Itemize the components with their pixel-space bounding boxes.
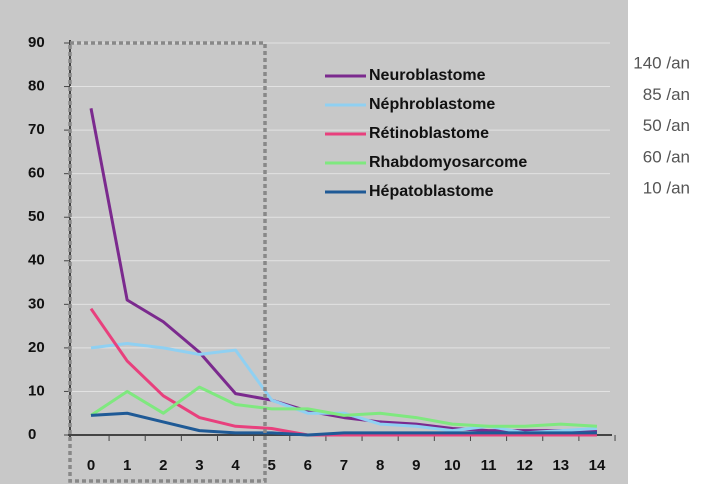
x-tick-label: 7: [340, 457, 348, 474]
y-tick-label: 70: [28, 121, 45, 138]
x-tick-label: 8: [376, 457, 384, 474]
legend-label: Neuroblastome: [369, 67, 486, 84]
x-tick-label: 1: [123, 457, 131, 474]
x-tick-label: 12: [516, 457, 533, 474]
x-tick-label: 4: [231, 457, 240, 474]
annotation: 50 /an: [643, 116, 690, 135]
legend-label: Hépatoblastome: [369, 183, 494, 200]
legend-label: Néphroblastome: [369, 96, 495, 113]
x-tick-label: 9: [412, 457, 420, 474]
legend-label: Rhabdomyosarcome: [369, 154, 527, 171]
y-tick-label: 80: [28, 78, 45, 95]
x-tick-label: 10: [444, 457, 461, 474]
x-tick-label: 0: [87, 457, 95, 474]
x-tick-label: 6: [304, 457, 312, 474]
x-tick-label: 5: [268, 457, 276, 474]
y-tick-label: 60: [28, 165, 45, 182]
plot-background: [0, 0, 628, 484]
series-line: [90, 411, 597, 437]
x-tick-label: 11: [481, 457, 497, 474]
x-tick-label: 13: [552, 457, 569, 474]
x-tick-label: 2: [159, 457, 167, 474]
y-tick-label: 90: [28, 34, 45, 51]
highlight-box: [68, 41, 267, 483]
annotation: 10 /an: [643, 179, 690, 198]
y-tick-label: 0: [28, 426, 36, 443]
series-line: [90, 342, 598, 435]
y-tick-label: 10: [28, 382, 45, 399]
annotation: 85 /an: [643, 85, 690, 104]
y-tick-label: 40: [28, 252, 45, 269]
x-tick-label: 3: [195, 457, 203, 474]
y-tick-label: 20: [28, 339, 45, 356]
annotation: 60 /an: [643, 147, 690, 166]
y-tick-label: 30: [28, 295, 45, 312]
legend-label: Rétinoblastome: [369, 125, 489, 142]
y-tick-label: 50: [28, 208, 45, 225]
x-tick-label: 14: [589, 457, 606, 474]
series-line: [90, 385, 598, 428]
annotation: 140 /an: [633, 53, 690, 72]
